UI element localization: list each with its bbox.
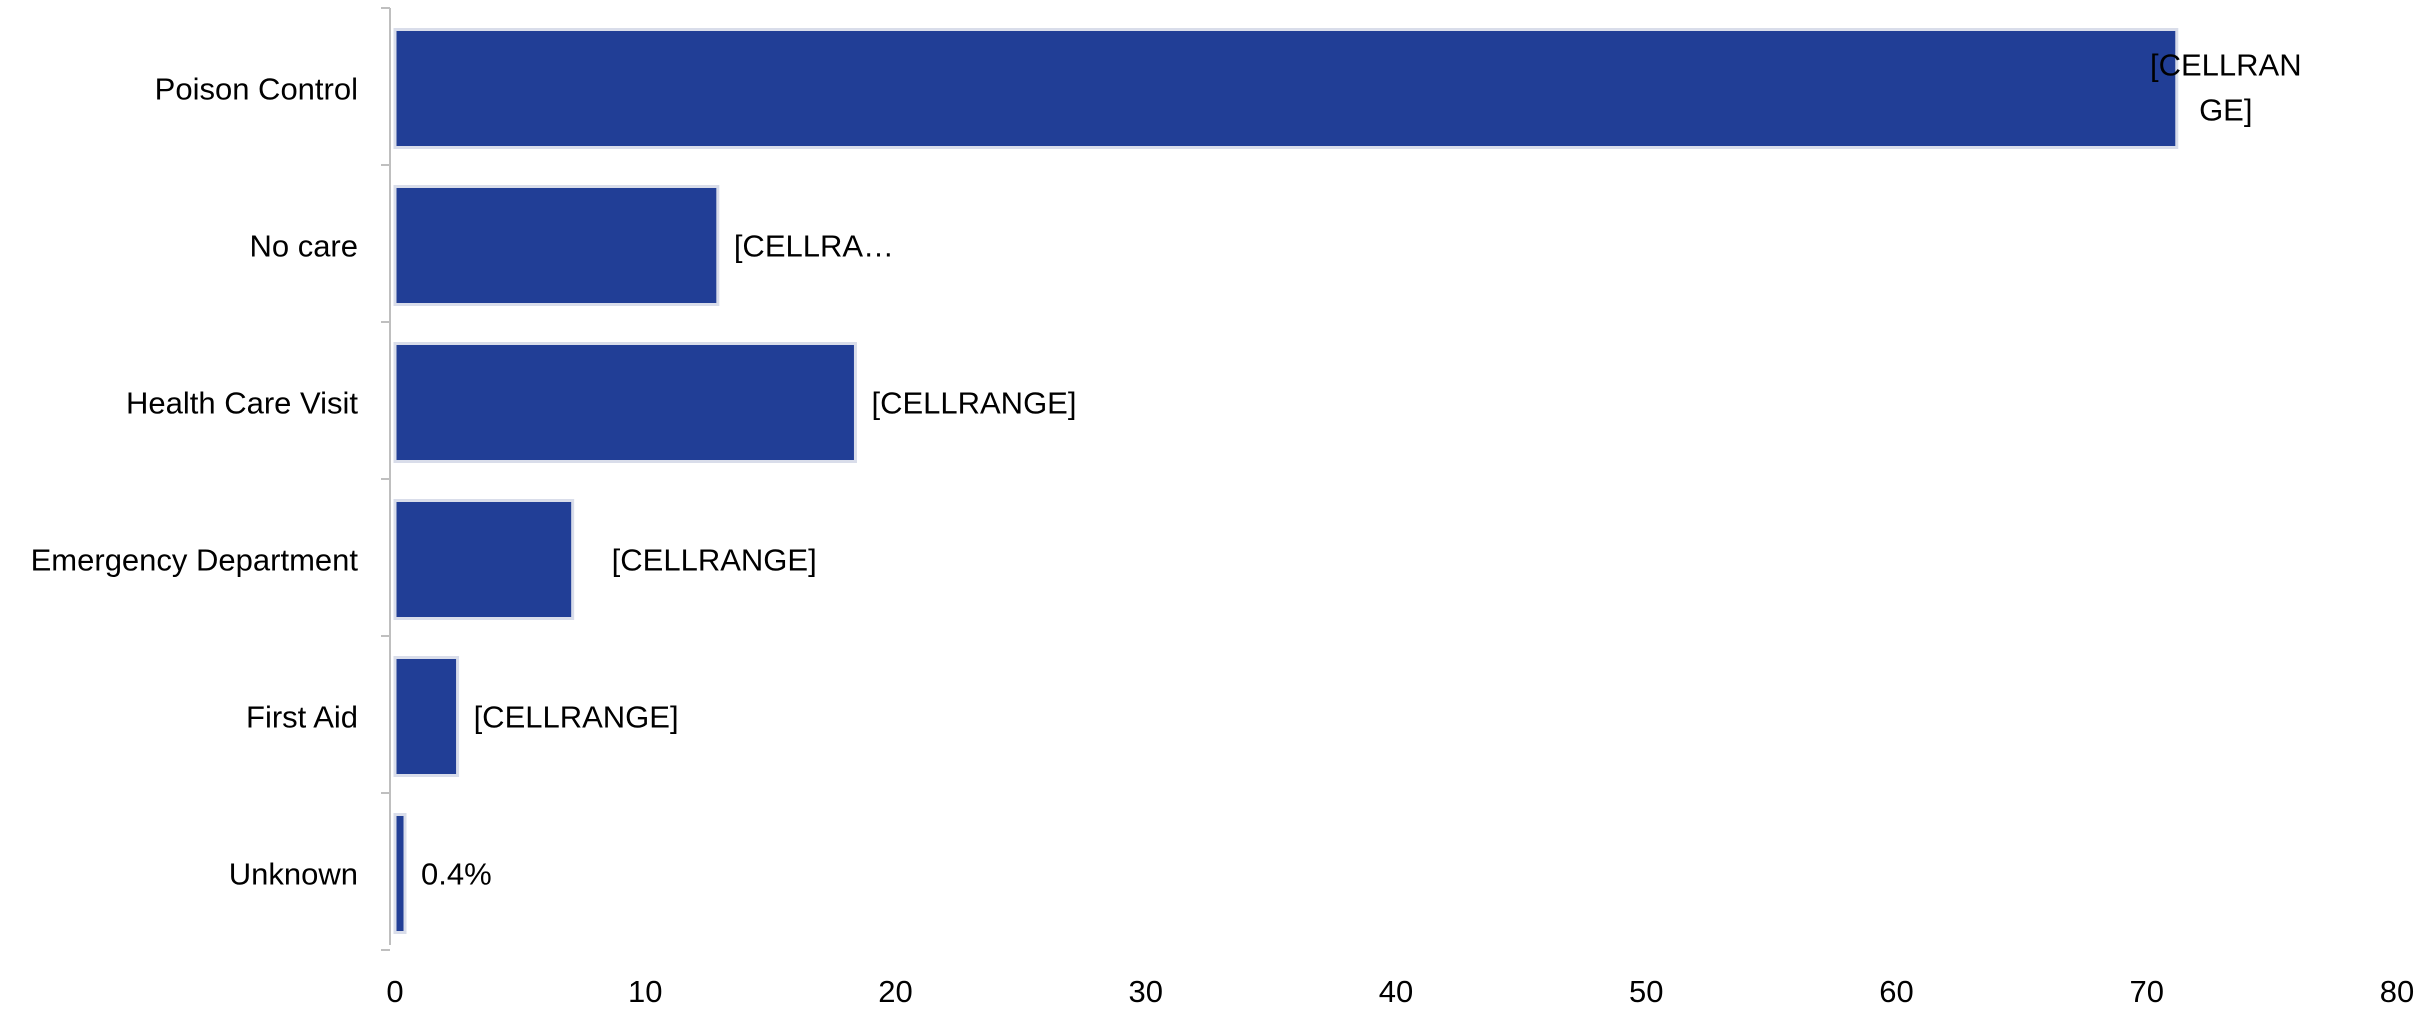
bars (393, 28, 2179, 934)
category-label: Emergency Department (31, 543, 359, 578)
data-label: 0.4% (421, 857, 492, 892)
x-tick-label: 0 (386, 974, 403, 1009)
category-label: Health Care Visit (126, 386, 358, 421)
category-label: Unknown (229, 857, 358, 892)
x-tick-label: 50 (1629, 974, 1663, 1009)
bar (393, 656, 460, 777)
bar (393, 28, 2179, 149)
data-label: [CELLRAN (2150, 48, 2302, 83)
bar (393, 342, 857, 463)
x-tick-label: 10 (628, 974, 662, 1009)
category-label: No care (249, 229, 358, 264)
x-tick-label: 20 (878, 974, 912, 1009)
data-label: [CELLRANGE] (612, 543, 817, 578)
bar (393, 185, 720, 306)
bar (393, 499, 575, 620)
category-label: First Aid (246, 700, 358, 735)
x-axis-tick-labels: 0 10 20 30 40 50 60 70 80 (386, 974, 2414, 1009)
data-label: [CELLRA… (734, 229, 894, 264)
category-label: Poison Control (155, 72, 358, 107)
x-tick-label: 30 (1129, 974, 1163, 1009)
x-tick-label: 70 (2130, 974, 2164, 1009)
data-label: GE] (2199, 93, 2252, 128)
bar (393, 813, 407, 934)
data-label: [CELLRANGE] (474, 700, 679, 735)
category-labels: Poison Control No care Health Care Visit Em… (31, 72, 359, 892)
y-axis (381, 7, 391, 951)
x-tick-label: 60 (1879, 974, 1913, 1009)
data-label: [CELLRANGE] (871, 386, 1076, 421)
x-tick-label: 80 (2380, 974, 2414, 1009)
data-labels: [CELLRANGE][CELLRA…[CELLRANGE][CELLRANGE… (421, 48, 2302, 892)
x-tick-label: 40 (1379, 974, 1413, 1009)
